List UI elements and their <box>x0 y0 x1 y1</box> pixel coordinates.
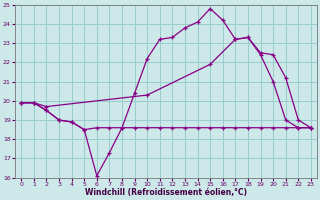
X-axis label: Windchill (Refroidissement éolien,°C): Windchill (Refroidissement éolien,°C) <box>85 188 247 197</box>
